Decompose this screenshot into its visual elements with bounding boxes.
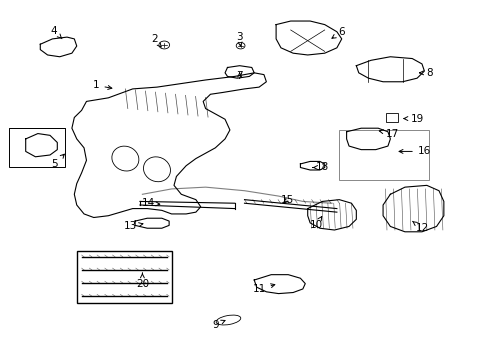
Text: 19: 19	[403, 113, 423, 123]
Bar	[9, 128, 64, 167]
Text: 6: 6	[331, 27, 345, 38]
Text: 8: 8	[419, 68, 432, 78]
Text: 4: 4	[50, 26, 62, 39]
Text: 7: 7	[236, 71, 243, 81]
Bar	[77, 251, 171, 303]
Text: 16: 16	[398, 147, 430, 157]
Text: 2: 2	[151, 34, 161, 47]
Text: 10: 10	[309, 216, 323, 230]
Text: 11: 11	[252, 284, 274, 294]
Text: 12: 12	[412, 221, 427, 233]
Text: 1: 1	[93, 80, 112, 90]
Bar	[385, 113, 397, 122]
Text: 9: 9	[212, 320, 224, 330]
Text: 18: 18	[312, 162, 328, 172]
Text: 17: 17	[379, 129, 399, 139]
Text: 5: 5	[51, 154, 64, 169]
Text: 20: 20	[136, 273, 149, 289]
Text: 14: 14	[142, 198, 160, 208]
Text: 15: 15	[280, 195, 293, 204]
Text: 13: 13	[123, 221, 142, 231]
Bar	[339, 130, 428, 180]
Text: 3: 3	[236, 32, 243, 46]
